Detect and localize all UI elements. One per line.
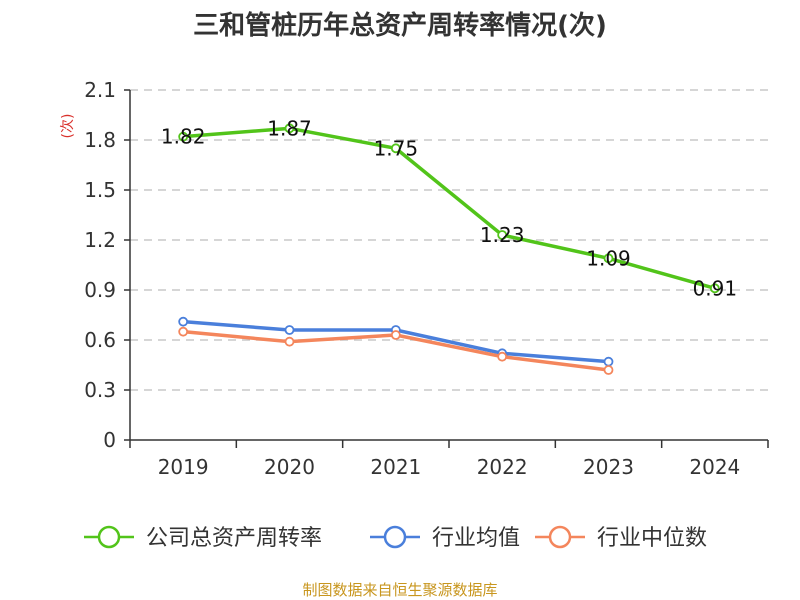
- axes: [124, 89, 769, 448]
- y-tick-label: 1.5: [84, 178, 116, 202]
- legend-label: 行业中位数: [597, 526, 707, 551]
- data-point: [709, 283, 720, 294]
- chart-title: 三和管桩历年总资产周转率情况(次): [193, 10, 607, 41]
- y-tick-labels: 0 0.3 0.6 0.9 1.2 1.5 1.8 2.1: [84, 78, 116, 452]
- legend-marker: [548, 525, 572, 549]
- data-point: [178, 316, 189, 327]
- legend-marker: [97, 525, 121, 549]
- data-point: [497, 230, 508, 240]
- legend-marker: [383, 525, 407, 549]
- data-label: 1.75: [374, 136, 419, 160]
- y-tick-label: 0.6: [84, 328, 116, 352]
- data-point: [178, 131, 189, 142]
- data-point: [284, 325, 295, 335]
- data-point: [603, 356, 614, 367]
- data-point: [497, 351, 508, 362]
- data-point: [390, 330, 401, 340]
- data-label: 1.87: [267, 116, 312, 140]
- legend-label: 行业均值: [432, 526, 520, 551]
- data-label: 0.91: [693, 276, 738, 300]
- legend: 公司总资产周转率 行业均值 行业中位数: [84, 525, 707, 551]
- y-tick-label: 0: [103, 428, 116, 452]
- x-tick-labels: 2019 2020 2021 2022 2023 2024: [158, 455, 741, 479]
- data-point: [284, 123, 295, 134]
- x-tick-label: 2022: [477, 455, 528, 479]
- x-tick-label: 2024: [689, 455, 740, 479]
- data-point: [603, 253, 614, 264]
- x-tick-label: 2023: [583, 455, 634, 479]
- x-tick-label: 2019: [158, 455, 209, 479]
- y-tick-label: 0.9: [84, 278, 116, 302]
- data-label: 1.23: [480, 223, 525, 247]
- data-labels: 1.82 1.87 1.75 1.23 1.09 0.91: [161, 116, 737, 300]
- data-point: [390, 143, 401, 154]
- legend-label: 公司总资产周转率: [146, 526, 322, 551]
- series-lines: [178, 123, 720, 375]
- x-tick-label: 2020: [264, 455, 315, 479]
- data-point: [603, 365, 614, 375]
- data-label: 1.82: [161, 125, 206, 149]
- y-tick-label: 1.8: [84, 128, 116, 152]
- data-point: [178, 326, 189, 337]
- y-tick-label: 0.3: [84, 378, 116, 402]
- y-axis-label: (次): [60, 114, 76, 139]
- x-tick-label: 2021: [370, 455, 421, 479]
- y-tick-label: 2.1: [84, 78, 116, 102]
- source-note: 制图数据来自恒生聚源数据库: [302, 581, 497, 599]
- series-line: [183, 126, 716, 291]
- y-tick-label: 1.2: [84, 228, 116, 252]
- data-point: [284, 336, 295, 347]
- data-label: 1.09: [586, 246, 631, 270]
